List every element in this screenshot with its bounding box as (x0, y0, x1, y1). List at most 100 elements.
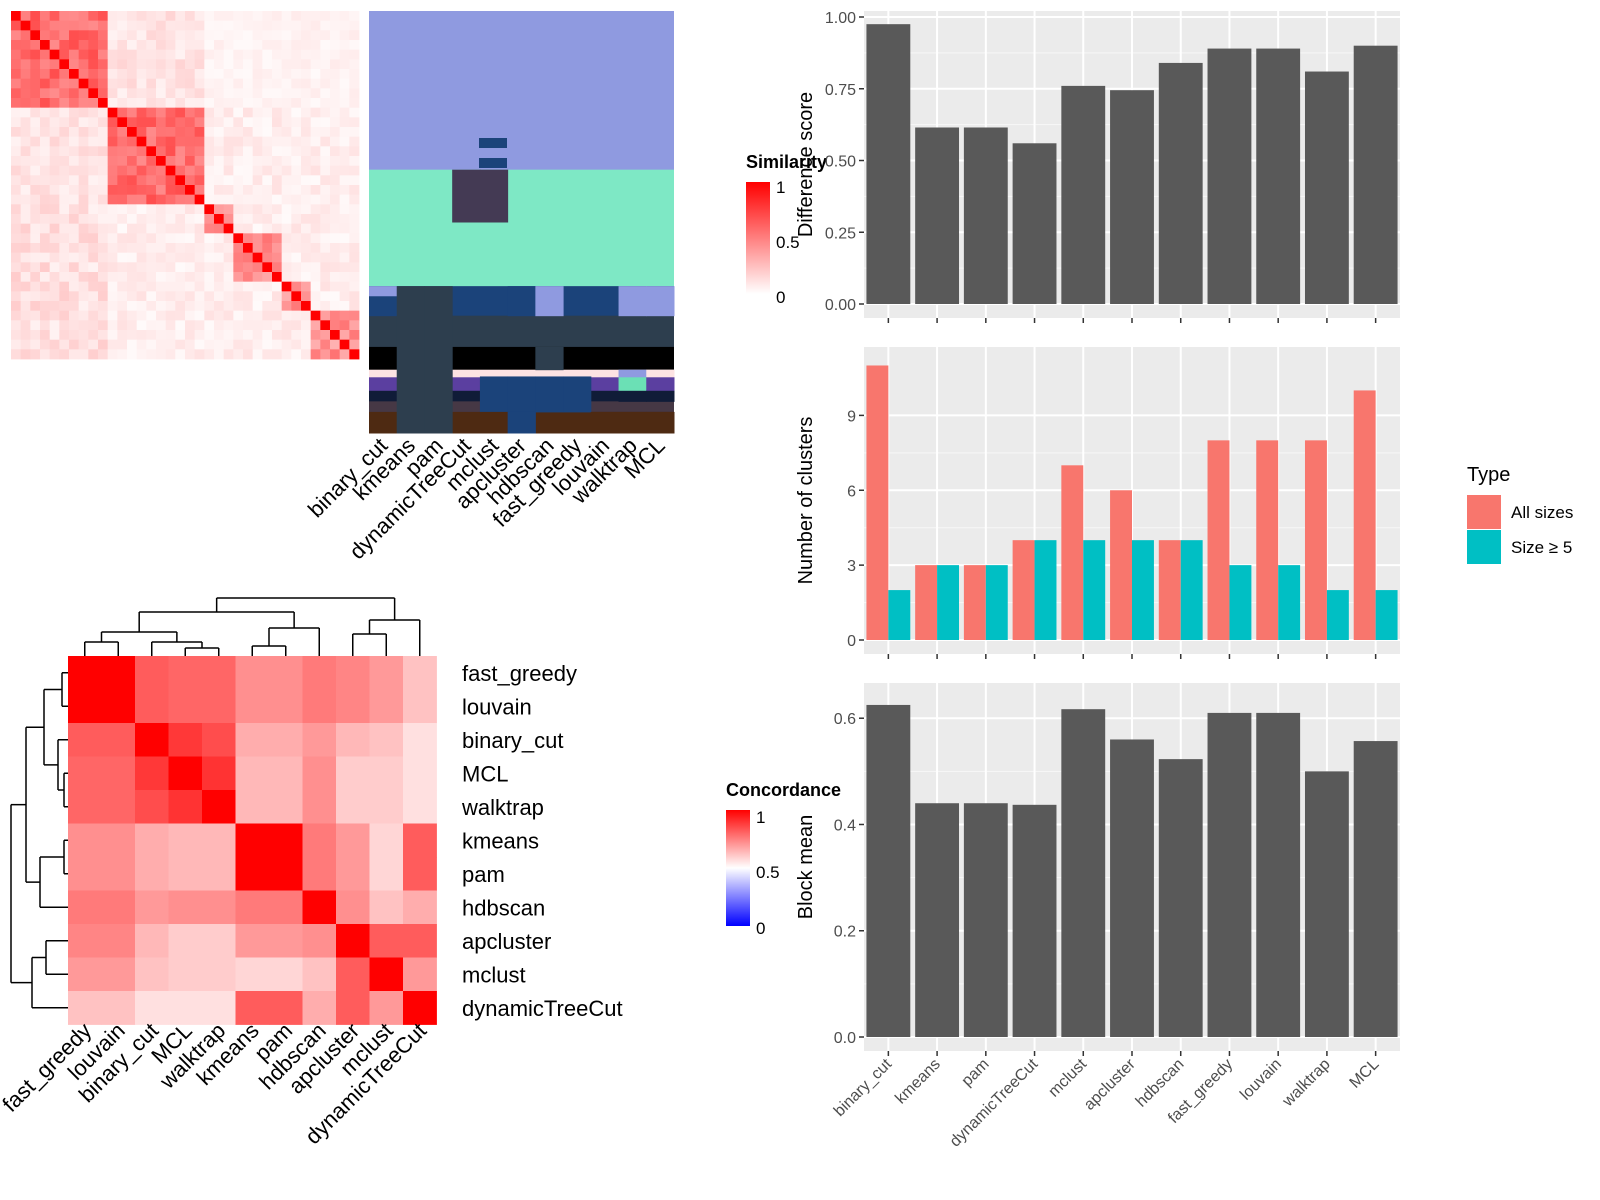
similarity-cell (339, 107, 350, 118)
y-axis-label: Number of clusters (795, 417, 817, 585)
similarity-cell (272, 243, 283, 254)
similarity-cell (291, 252, 302, 263)
similarity-cell (40, 156, 51, 167)
similarity-cell (185, 156, 196, 167)
similarity-cell (243, 243, 254, 254)
similarity-cell (156, 194, 167, 205)
similarity-cell (11, 252, 22, 263)
similarity-cell (272, 291, 283, 302)
similarity-cell (11, 301, 22, 312)
similarity-cell (146, 88, 157, 99)
similarity-cell (320, 194, 331, 205)
similarity-cell (88, 310, 99, 321)
concordance-cell (168, 656, 203, 690)
similarity-cell (49, 320, 60, 331)
similarity-cell (252, 107, 263, 118)
similarity-cell (349, 339, 360, 350)
similarity-cell (330, 117, 341, 128)
similarity-cell (11, 11, 22, 22)
similarity-cell (20, 291, 31, 302)
similarity-cell (78, 117, 89, 128)
similarity-cell (339, 194, 350, 205)
similarity-cell (349, 127, 360, 138)
similarity-cell (156, 11, 167, 22)
similarity-cell (127, 88, 138, 99)
similarity-cell (310, 291, 321, 302)
membership-cell (646, 411, 675, 434)
similarity-cell (204, 262, 215, 273)
similarity-cell (262, 291, 273, 302)
similarity-cell (281, 40, 292, 51)
similarity-cell (165, 40, 176, 51)
similarity-cell (11, 233, 22, 244)
similarity-cell (175, 339, 186, 350)
similarity-cell (78, 349, 89, 360)
similarity-cell (127, 11, 138, 22)
concordance-cell (68, 823, 102, 858)
concordance-cell (235, 790, 270, 824)
concordance-cell (403, 924, 437, 958)
similarity-cell (320, 49, 331, 60)
similarity-cell (185, 117, 196, 128)
similarity-cell (185, 349, 196, 360)
similarity-cell (330, 281, 341, 292)
similarity-cell (320, 281, 331, 292)
similarity-cell (175, 156, 186, 167)
bar-binary_cut-size-ge-5 (888, 590, 911, 640)
similarity-cell (40, 214, 51, 225)
similarity-cell (49, 20, 60, 31)
similarity-cell (339, 30, 350, 41)
similarity-cell (88, 127, 99, 138)
similarity-legend-tick-05: 0.5 (776, 233, 800, 252)
similarity-cell (243, 204, 254, 215)
similarity-cell (146, 136, 157, 147)
similarity-cell (301, 281, 312, 292)
similarity-cell (320, 223, 331, 234)
similarity-cell (136, 194, 147, 205)
similarity-cell (117, 233, 128, 244)
similarity-cell (233, 98, 244, 109)
similarity-cell (165, 69, 176, 80)
similarity-cell (291, 291, 302, 302)
similarity-cell (59, 156, 70, 167)
similarity-cell (214, 204, 225, 215)
similarity-cell (107, 59, 118, 70)
similarity-cell (117, 136, 128, 147)
similarity-cell (127, 20, 138, 31)
similarity-cell (194, 165, 205, 176)
concordance-row-label-apcluster: apcluster (462, 929, 551, 954)
similarity-cell (11, 146, 22, 157)
membership-cell (369, 286, 398, 297)
bar-pam-size-ge-5 (985, 565, 1008, 640)
similarity-cell (49, 136, 60, 147)
similarity-cell (291, 117, 302, 128)
similarity-cell (117, 214, 128, 225)
similarity-cell (281, 175, 292, 186)
similarity-cell (214, 30, 225, 41)
concordance-cell (68, 689, 102, 724)
similarity-cell (136, 223, 147, 234)
similarity-cell (156, 330, 167, 341)
similarity-cell (281, 349, 292, 360)
similarity-cell (330, 136, 341, 147)
similarity-cell (204, 281, 215, 292)
similarity-cell (301, 136, 312, 147)
similarity-cell (223, 117, 234, 128)
similarity-cell (281, 20, 292, 31)
similarity-cell (339, 165, 350, 176)
similarity-cell (20, 194, 31, 205)
concordance-cell (235, 957, 270, 992)
x-tick-label-binary_cut: binary_cut (831, 1055, 896, 1120)
similarity-cell (69, 349, 80, 360)
similarity-cell (310, 59, 321, 70)
similarity-cell (136, 243, 147, 254)
similarity-cell (88, 20, 99, 31)
similarity-cell (301, 20, 312, 31)
similarity-cell (204, 11, 215, 22)
similarity-cell (310, 349, 321, 360)
similarity-cell (272, 320, 283, 331)
similarity-cell (40, 349, 51, 360)
similarity-cell (291, 194, 302, 205)
similarity-cell (20, 281, 31, 292)
membership-cell (535, 286, 564, 317)
